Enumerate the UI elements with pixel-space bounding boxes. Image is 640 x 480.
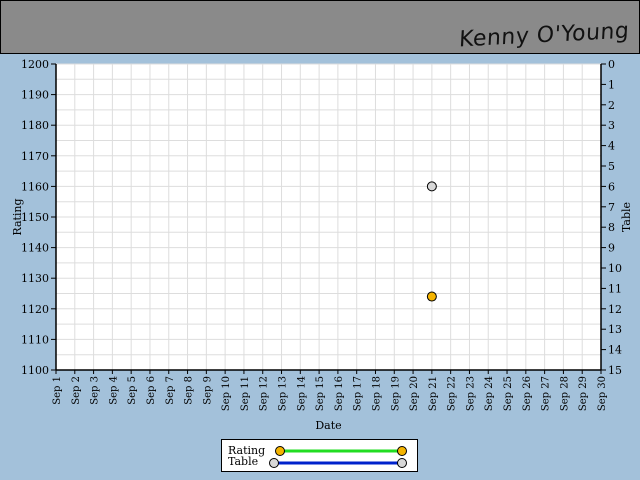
y2-tick-label: 2 xyxy=(608,99,615,112)
x-tick-label: Sep 29 xyxy=(578,376,589,411)
y2-tick-label: 9 xyxy=(608,242,615,255)
y2-tick-label: 14 xyxy=(608,344,622,357)
x-tick-label: Sep 28 xyxy=(559,376,570,411)
x-tick-label: Sep 23 xyxy=(465,376,476,411)
x-tick-label: Sep 14 xyxy=(296,376,307,411)
y2-tick-label: 0 xyxy=(608,58,615,71)
y2-tick-label: 15 xyxy=(608,364,622,377)
x-tick-label: Sep 26 xyxy=(522,376,533,411)
legend-marker-rating-end xyxy=(397,446,407,456)
y-tick-label: 1140 xyxy=(21,242,49,255)
y-axis-title: Rating xyxy=(11,198,24,235)
y-tick-label: 1130 xyxy=(21,272,49,285)
y2-tick-label: 10 xyxy=(608,262,622,275)
y2-tick-label: 1 xyxy=(608,78,615,91)
legend: Rating Table xyxy=(221,439,418,472)
rating-point xyxy=(426,291,437,302)
x-tick-label: Sep 18 xyxy=(371,376,382,411)
x-tick-label: Sep 2 xyxy=(71,376,82,405)
x-tick-label: Sep 20 xyxy=(409,376,420,411)
x-tick-label: Sep 9 xyxy=(202,376,213,405)
y-tick-label: 1190 xyxy=(21,89,49,102)
x-tick-label: Sep 7 xyxy=(165,376,176,405)
legend-marker-table-start xyxy=(269,458,279,468)
x-tick-label: Sep 22 xyxy=(447,376,458,411)
x-tick-label: Sep 10 xyxy=(221,376,232,411)
y-tick-label: 1160 xyxy=(21,180,49,193)
table-point xyxy=(426,181,437,192)
y-tick-label: 1170 xyxy=(21,150,49,163)
x-tick-label: Sep 8 xyxy=(184,376,195,405)
y-tick-label: 1100 xyxy=(21,364,49,377)
legend-marker-table-end xyxy=(397,458,407,468)
x-tick-label: Sep 1 xyxy=(52,376,63,405)
x-tick-label: Sep 4 xyxy=(108,376,119,405)
header-bar: Kenny O'Young xyxy=(0,0,640,54)
legend-marker-rating-start xyxy=(275,446,285,456)
x-tick-label: Sep 12 xyxy=(259,376,270,411)
y-tick-label: 1110 xyxy=(21,333,49,346)
y2-tick-label: 4 xyxy=(608,140,615,153)
legend-label-table: Table xyxy=(228,455,259,468)
x-tick-label: Sep 5 xyxy=(127,376,138,405)
x-tick-label: Sep 11 xyxy=(240,376,251,411)
y-tick-label: 1180 xyxy=(21,119,49,132)
y2-axis-title: Table xyxy=(620,202,633,232)
y2-tick-label: 11 xyxy=(608,282,622,295)
x-tick-label: Sep 3 xyxy=(90,376,101,405)
y2-tick-label: 12 xyxy=(608,303,622,316)
x-tick-label: Sep 24 xyxy=(484,376,495,411)
y2-tick-label: 5 xyxy=(608,160,615,173)
x-tick-label: Sep 21 xyxy=(428,376,439,411)
y2-tick-label: 13 xyxy=(608,323,622,336)
x-tick-label: Sep 6 xyxy=(146,376,157,405)
y2-tick-label: 3 xyxy=(608,119,615,132)
legend-swatches xyxy=(269,446,407,468)
y-tick-label: 1200 xyxy=(21,58,49,71)
x-tick-label: Sep 16 xyxy=(334,376,345,411)
y2-tick-label: 7 xyxy=(608,201,615,214)
y-tick-label: 1150 xyxy=(21,211,49,224)
x-tick-label: Sep 17 xyxy=(353,376,364,411)
y-tick-label: 1120 xyxy=(21,303,49,316)
x-tick-label: Sep 27 xyxy=(541,376,552,411)
x-tick-label: Sep 19 xyxy=(390,376,401,411)
x-tick-label: Sep 13 xyxy=(278,376,289,411)
x-axis-title: Date xyxy=(315,419,341,432)
y2-tick-label: 8 xyxy=(608,221,615,234)
x-tick-label: Sep 30 xyxy=(597,376,608,411)
y2-tick-label: 6 xyxy=(608,180,615,193)
legend-label-rating: Rating xyxy=(228,444,266,457)
x-tick-label: Sep 25 xyxy=(503,376,514,411)
x-tick-label: Sep 15 xyxy=(315,376,326,411)
